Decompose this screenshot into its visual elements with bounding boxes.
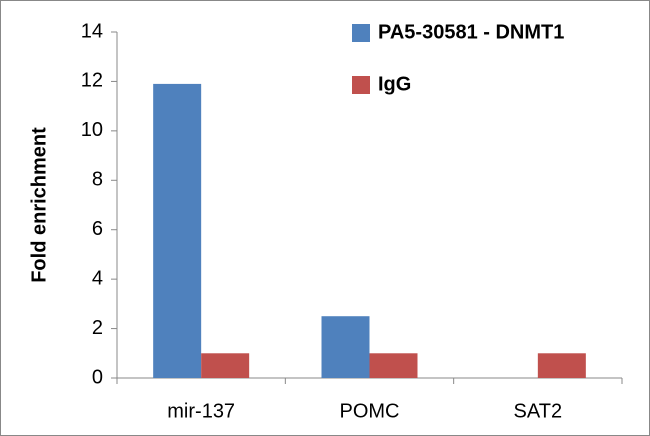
- legend-label: IgG: [378, 73, 411, 95]
- y-axis-title: Fold enrichment: [28, 127, 50, 283]
- y-tick-label: 2: [92, 317, 103, 339]
- legend-swatch: [352, 76, 370, 94]
- y-tick-label: 12: [81, 70, 103, 92]
- y-tick-label: 8: [92, 169, 103, 191]
- legend-swatch: [352, 24, 370, 42]
- legend-label: PA5-30581 - DNMT1: [378, 21, 564, 43]
- y-tick-label: 0: [92, 366, 103, 388]
- bar: [201, 353, 250, 378]
- x-tick-label: SAT2: [514, 400, 563, 422]
- bar: [537, 353, 586, 378]
- bar: [369, 353, 418, 378]
- x-tick-label: POMC: [340, 400, 400, 422]
- y-tick-label: 4: [92, 267, 103, 289]
- y-tick-label: 6: [92, 218, 103, 240]
- bar: [153, 83, 202, 379]
- y-tick-label: 10: [81, 119, 103, 141]
- bar: [321, 316, 370, 378]
- x-tick-label: mir-137: [167, 400, 235, 422]
- y-tick-label: 14: [81, 20, 103, 42]
